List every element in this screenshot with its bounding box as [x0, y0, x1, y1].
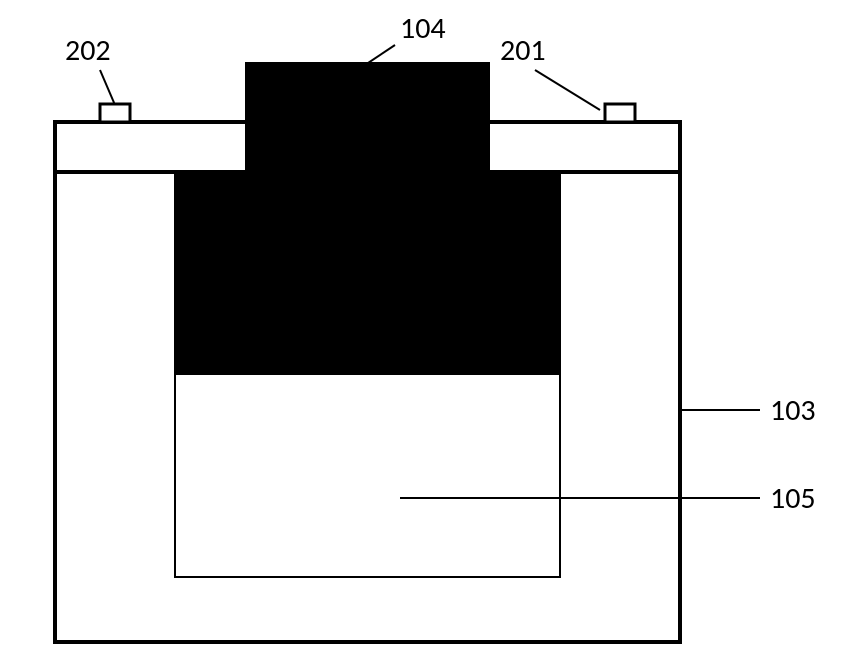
black-region-protrusion — [245, 62, 490, 177]
leader-201 — [535, 70, 600, 110]
label-202: 202 — [65, 32, 111, 69]
label-104: 104 — [400, 10, 446, 47]
terminal-box-left — [100, 104, 130, 122]
black-region-cavity — [176, 170, 559, 375]
label-103: 103 — [770, 392, 816, 429]
label-201: 201 — [500, 32, 546, 69]
label-105: 105 — [770, 480, 816, 517]
terminal-box-right — [605, 104, 635, 122]
leader-202 — [100, 70, 115, 105]
